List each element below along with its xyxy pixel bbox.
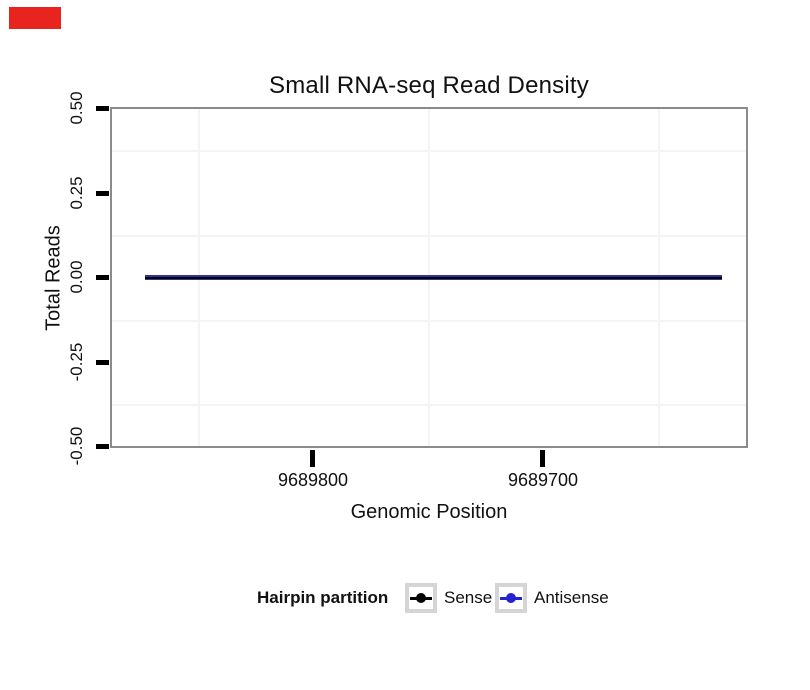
x-tick [540,450,545,467]
antisense-key-point-icon [506,593,516,603]
y-tick-label: -0.50 [67,426,86,466]
y-tick-label: 0.00 [67,260,86,294]
legend-label-sense: Sense [444,588,493,607]
chart-title: Small RNA-seq Read Density [269,72,589,99]
sense-line [145,276,722,279]
x-tick-label: 9689800 [277,470,349,490]
y-tick [96,360,109,365]
y-tick [96,191,109,196]
x-axis-title: Genomic Position [350,501,508,523]
legend-key-sense [405,583,437,613]
x-tick-label: 9689700 [507,470,579,490]
legend-label-antisense: Antisense [534,588,609,607]
y-tick-label: 0.25 [67,176,86,210]
sense-key-point-icon [416,593,426,603]
y-tick [96,275,109,280]
y-tick [96,444,109,449]
y-tick-label: -0.25 [67,342,86,382]
legend-key-antisense [495,583,527,613]
red-annotation-box [9,7,61,29]
legend-title: Hairpin partition [257,588,389,607]
y-axis-title: Total Reads [42,225,65,331]
data-line-group [145,275,722,280]
y-tick [96,106,109,111]
y-tick-label: 0.50 [67,91,86,125]
x-tick [310,450,315,467]
